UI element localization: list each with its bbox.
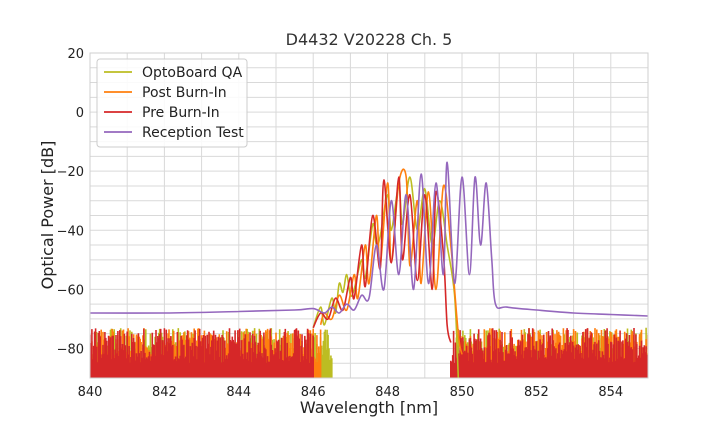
x-tick-label: 846 (301, 385, 326, 400)
plot-border (89, 52, 649, 379)
series-noise-2 (450, 328, 648, 378)
legend: OptoBoard QA Post Burn-In Pre Burn-In Recep… (96, 58, 248, 148)
y-tick-label: 20 (67, 47, 84, 62)
x-tick-label: 844 (226, 385, 251, 400)
legend-label-3: Reception Test (142, 125, 244, 141)
x-tick-label: 842 (152, 385, 177, 400)
legend-label-0: OptoBoard QA (142, 65, 243, 81)
x-axis-label: Wavelength [nm] (300, 398, 438, 417)
y-tick-label: −80 (57, 342, 84, 357)
chart-title: D4432 V20228 Ch. 5 (286, 30, 453, 49)
x-tick-labels: 840 842 844 846 848 850 852 854 (78, 385, 624, 400)
y-tick-labels: 20 0 −20 −40 −60 −80 (57, 47, 84, 357)
x-tick-label: 840 (78, 385, 103, 400)
y-tick-label: −20 (57, 165, 84, 180)
y-axis-label: Optical Power [dB] (38, 141, 57, 290)
y-tick-label: −40 (57, 224, 84, 239)
x-tick-label: 848 (375, 385, 400, 400)
x-tick-label: 854 (598, 385, 623, 400)
legend-box (96, 58, 248, 148)
series-line-2 (312, 176, 452, 343)
series-line-3 (90, 161, 648, 317)
x-tick-label: 852 (524, 385, 549, 400)
y-tick-label: −60 (57, 283, 84, 298)
series-line-1 (319, 168, 463, 355)
series-noise-2 (90, 328, 314, 378)
plot-area (90, 161, 648, 378)
legend-label-2: Pre Burn-In (142, 105, 220, 121)
x-tick-label: 850 (450, 385, 475, 400)
legend-label-1: Post Burn-In (142, 85, 227, 101)
y-tick-label: 0 (76, 106, 84, 121)
